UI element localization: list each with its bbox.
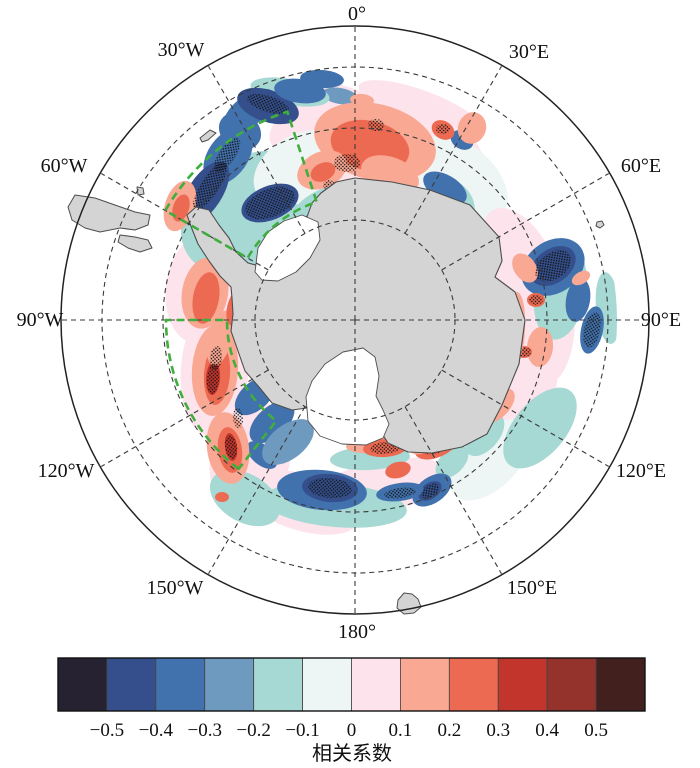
stipple-patch [334,154,360,172]
colorbar-cell [155,657,206,712]
colorbar-tick-label: −0.4 [139,720,174,741]
field-blob [209,469,281,527]
field-blob [565,278,591,322]
colorbar-tick-label: 0.3 [486,720,510,741]
meridian-label: 180° [338,621,376,643]
field-blob [385,461,411,479]
colorbar-cell [546,657,597,712]
stipple-patch [583,312,601,348]
meridian-label: 90°E [641,309,681,331]
colorbar-cell [595,657,646,712]
field-blob [262,419,314,465]
meridian-label: 120°E [616,460,666,482]
field-blob [350,93,374,107]
colorbar-tick-label: −0.5 [90,720,124,741]
stipple-patch [232,408,244,428]
field-blob [310,162,336,182]
colorbar-tick-label: −0.3 [188,720,222,741]
stipple-patch [206,364,220,394]
colorbar-cell [204,657,255,712]
colorbar-cell [400,657,450,712]
field-blob [512,253,538,283]
colorbar-tick-label: 0.4 [535,720,559,741]
map-boundary-circle [60,25,650,615]
field-blob [249,400,295,444]
stipple-patch [224,435,238,459]
colorbar-tick-label: 0.1 [389,720,413,741]
meridian-labels: 0° 30°E 60°E 90°E 120°E 150°E 180° 150°W 120°W 90… [17,3,682,643]
colorbar-cell [448,657,499,712]
colorbar-cell [302,657,352,712]
colorbar: −0.5 −0.4 −0.3 −0.2 −0.1 0 0.1 0.2 0.3 0.4 0.5 [57,657,646,741]
field-blob [300,69,344,89]
field-blob [526,327,554,367]
colorbar-cell [497,657,548,712]
stipple-patch [308,477,352,499]
meridian-label: 150°W [147,577,204,599]
meridian-label: 120°W [38,460,95,482]
colorbar-cell [57,657,108,712]
colorbar-tick-label: 0.2 [437,720,461,741]
ice-shelf [305,347,390,446]
colorbar-frame [57,657,646,712]
field-blob [503,387,577,469]
meridian-label: 60°W [41,155,88,177]
stipple-patch [436,124,450,134]
amundsen-sector-box [164,318,278,471]
landmass [67,194,151,233]
colorbar-tick-label: −0.2 [236,720,270,741]
colorbar-cell [253,657,303,712]
meridian-label: 150°E [507,577,557,599]
colorbar-cell [106,657,157,712]
landmass [595,220,605,229]
stipple-patch [209,346,223,370]
meridian-label: 0° [348,3,366,25]
graticule-layer [62,27,648,613]
meridian-label: 90°W [17,309,64,331]
landmass [117,234,153,253]
stipple-patch [529,295,543,305]
stipple-patch [534,250,572,282]
stipple-patch [384,487,416,499]
field-blob [215,492,229,502]
colorbar-caption: 相关系数 [312,742,392,765]
meridian-label: 30°W [158,39,205,61]
meridian-label: 30°E [509,41,549,63]
stipple-patch [192,162,228,210]
meridian-label: 60°E [621,155,661,177]
stipple-patch [213,137,241,173]
field-blob [322,87,358,105]
weddell-sector-box [164,110,318,260]
stipple-patch [245,186,295,220]
landmass [199,129,217,143]
field-blob [358,80,482,136]
study-region-boxes [164,110,318,471]
colorbar-tick-label: 0 [347,720,357,741]
field-blob [457,112,487,144]
stipple-patch [368,119,384,131]
field-blob [192,272,220,324]
stipple-patch [246,93,290,115]
colorbar-tick-label: 0.5 [584,720,608,741]
field-blob [571,270,591,286]
colorbar-tick-label: −0.1 [285,720,319,741]
colorbar-cell [351,657,401,712]
landmass [136,186,145,196]
field-blob [172,194,190,222]
